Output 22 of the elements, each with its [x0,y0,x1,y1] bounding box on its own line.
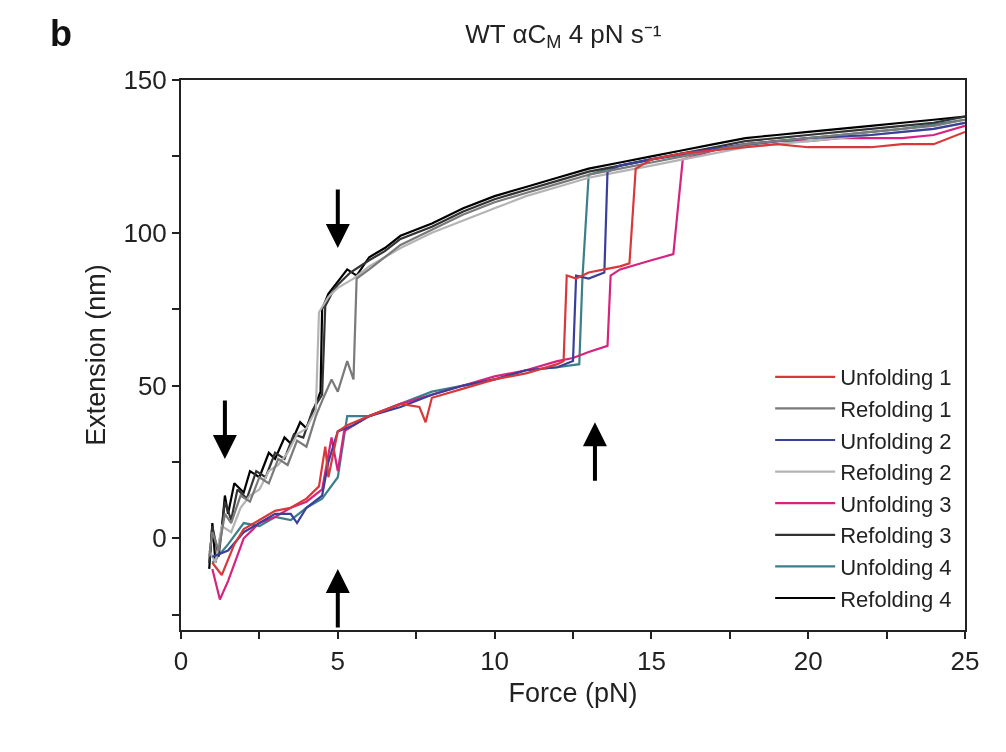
y-tick-label: 50 [137,370,167,401]
legend-label: Unfolding 1 [840,365,952,391]
legend-label: Refolding 4 [840,586,952,612]
legend-label: Refolding 3 [840,523,952,549]
chart-title: WT αC$_{M}$ 4 pN s⁻¹ [465,18,662,53]
y-axis-title: Extension (nm) [80,264,111,446]
y-tick-label: 100 [123,217,167,248]
y-tick-label: 0 [152,523,167,554]
x-axis-title: Force (pN) [508,678,638,709]
legend-label: Refolding 2 [840,460,952,486]
x-tick-label: 20 [793,646,823,677]
x-tick-label: 15 [636,646,666,677]
x-tick-label: 5 [330,646,346,677]
x-tick-label: 0 [173,646,189,677]
legend-label: Unfolding 2 [840,428,952,454]
x-tick-label: 25 [950,646,980,677]
x-tick-label: 10 [480,646,510,677]
legend-label: Refolding 1 [840,396,952,422]
legend-label: Unfolding 3 [840,491,952,517]
y-tick-label: 150 [123,65,167,96]
legend-label: Unfolding 4 [840,554,952,580]
text: b [50,13,72,54]
